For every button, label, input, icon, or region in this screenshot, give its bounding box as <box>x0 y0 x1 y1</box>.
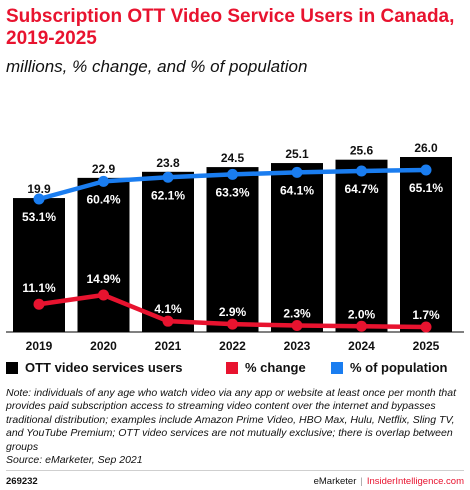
bar-label-2020: 22.9 <box>92 162 116 176</box>
label-pct-change-2022: 2.9% <box>219 305 247 319</box>
label-pct-population-2021: 62.1% <box>151 188 185 202</box>
legend-swatch-pct-change <box>226 361 238 374</box>
point-pct-population-2023 <box>291 166 303 178</box>
label-pct-change-2019: 11.1% <box>22 281 56 295</box>
brand-separator: | <box>360 476 363 487</box>
brand-emarketer: eMarketer <box>313 476 357 487</box>
footer-divider <box>6 470 464 471</box>
brand-insider-intelligence: InsiderIntelligence.com <box>366 476 464 487</box>
point-pct-change-2020 <box>98 289 109 301</box>
bar-2023 <box>271 163 323 332</box>
label-pct-change-2023: 2.3% <box>283 307 311 321</box>
bar-2020 <box>77 177 130 332</box>
point-pct-change-2021 <box>162 315 174 327</box>
legend-label-pct-change: % change <box>245 360 306 375</box>
chart-plot: 19.9 22.9 23.8 24.5 25.1 25.6 26.0 2019 2020 2021… <box>6 141 464 353</box>
point-pct-population-2025 <box>420 164 432 176</box>
label-pct-population-2023: 64.1% <box>280 183 314 197</box>
legend-item-ott-users: OTT video services users <box>6 360 183 375</box>
chart-id: 269232 <box>6 476 38 487</box>
point-pct-change-2022 <box>227 318 238 330</box>
bar-2022 <box>206 167 259 332</box>
label-pct-population-2024: 64.7% <box>344 182 378 196</box>
point-pct-population-2022 <box>227 168 238 180</box>
bar-label-2025: 26.0 <box>414 141 438 155</box>
x-tick-2022: 2022 <box>219 339 246 353</box>
label-pct-change-2021: 4.1% <box>154 302 182 316</box>
bar-label-2022: 24.5 <box>221 151 245 165</box>
label-pct-change-2024: 2.0% <box>348 307 376 321</box>
bar-2025 <box>400 157 452 332</box>
label-pct-population-2020: 60.4% <box>86 192 120 206</box>
point-pct-change-2025 <box>420 321 432 333</box>
note-text: Note: individuals of any age who watch v… <box>6 387 457 453</box>
label-pct-change-2020: 14.9% <box>86 272 120 286</box>
bar-label-2021: 23.8 <box>156 156 180 170</box>
point-pct-population-2020 <box>98 175 109 187</box>
x-tick-2019: 2019 <box>26 339 53 353</box>
point-pct-change-2023 <box>291 320 303 332</box>
chart-title: Subscription OTT Video Service Users in … <box>6 6 455 49</box>
legend-swatch-pct-population <box>331 361 343 374</box>
legend-item-pct-population: % of population <box>331 360 447 375</box>
bar-label-2019: 19.9 <box>27 182 51 196</box>
x-tick-2021: 2021 <box>155 339 182 353</box>
point-pct-population-2024 <box>356 165 367 177</box>
legend-label-pct-population: % of population <box>350 360 448 375</box>
source-text: Source: eMarketer, Sep 2021 <box>6 454 143 467</box>
legend-label-ott-users: OTT video services users <box>25 360 183 375</box>
legend-item-pct-change: % change <box>226 360 306 375</box>
bar-2024 <box>335 159 388 332</box>
bar-2021 <box>142 171 194 332</box>
x-tick-2020: 2020 <box>90 339 117 353</box>
point-pct-change-2024 <box>356 320 367 332</box>
footer-brand: eMarketer | InsiderIntelligence.com <box>314 476 464 487</box>
label-pct-population-2025: 65.1% <box>409 181 443 195</box>
x-tick-2024: 2024 <box>348 339 375 353</box>
point-pct-change-2019 <box>33 298 45 310</box>
point-pct-population-2021 <box>162 171 174 183</box>
chart-subtitle: millions, % change, and % of population <box>6 57 308 76</box>
label-pct-population-2019: 53.1% <box>22 210 56 224</box>
bar-label-2024: 25.6 <box>350 144 374 158</box>
x-tick-2025: 2025 <box>413 339 440 353</box>
bar-label-2023: 25.1 <box>285 147 309 161</box>
chart-legend: OTT video services users % change % of p… <box>6 360 466 376</box>
legend-swatch-ott-users <box>6 361 18 374</box>
point-pct-population-2019 <box>33 193 45 205</box>
chart-note: Note: individuals of any age who watch v… <box>6 387 466 467</box>
x-tick-2023: 2023 <box>284 339 311 353</box>
label-pct-population-2022: 63.3% <box>215 185 249 199</box>
label-pct-change-2025: 1.7% <box>412 308 440 322</box>
